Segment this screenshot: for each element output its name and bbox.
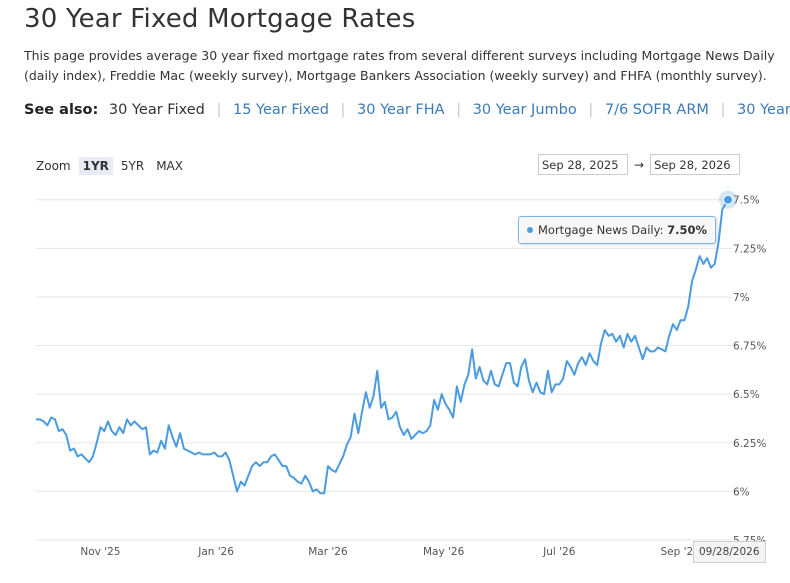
y-axis-labels: 5.75%6%6.25%6.5%6.75%7%7.25%7.5% bbox=[733, 195, 766, 547]
link-30-year-fha[interactable]: 30 Year FHA bbox=[357, 102, 445, 118]
page-description: This page provides average 30 year fixed… bbox=[24, 48, 775, 83]
zoom-5yr-button[interactable]: 5YR bbox=[120, 159, 145, 173]
data-point-last bbox=[723, 194, 733, 205]
x-tick-label: Nov '25 bbox=[80, 546, 120, 558]
y-tick-label: 6% bbox=[733, 486, 750, 498]
separator: | bbox=[588, 102, 594, 118]
range-from-input[interactable] bbox=[538, 154, 628, 175]
zoom-label: Zoom bbox=[36, 159, 71, 173]
separator: | bbox=[456, 102, 462, 118]
link-15-year-fixed[interactable]: 15 Year Fixed bbox=[232, 102, 329, 118]
series-line-mortgage-news-daily bbox=[36, 199, 729, 495]
see-also-label: See also: bbox=[24, 102, 99, 118]
y-tick-label: 6.75% bbox=[733, 341, 766, 353]
range-arrow: → bbox=[634, 157, 645, 172]
grid-lines bbox=[36, 199, 732, 541]
y-tick-label: 7.5% bbox=[733, 195, 760, 207]
crosshair-date-label: 09/28/2026 bbox=[693, 541, 766, 563]
see-also-current: 30 Year Fixed bbox=[108, 102, 205, 118]
separator: | bbox=[216, 102, 222, 118]
x-tick-label: Jan '26 bbox=[197, 546, 234, 558]
link-7-6-sofr-arm[interactable]: 7/6 SOFR ARM bbox=[604, 102, 709, 118]
x-tick-label: Mar '26 bbox=[308, 546, 348, 558]
zoom-max-button[interactable]: MAX bbox=[156, 159, 183, 173]
y-tick-label: 6.25% bbox=[733, 438, 766, 450]
x-tick-label: Sep '2 bbox=[660, 546, 693, 558]
x-tick-label: May '26 bbox=[423, 546, 465, 558]
separator: | bbox=[340, 102, 346, 118]
y-tick-label: 7.25% bbox=[733, 243, 766, 255]
separator: | bbox=[720, 102, 726, 118]
page-title: 30 Year Fixed Mortgage Rates bbox=[24, 4, 416, 34]
series-dot-icon bbox=[527, 227, 533, 233]
chart-tooltip: Mortgage News Daily: 7.50% bbox=[518, 216, 717, 244]
link-30-year-jumbo[interactable]: 30 Year Jumbo bbox=[472, 102, 577, 118]
see-also-nav: See also: 30 Year Fixed | 15 Year Fixed … bbox=[24, 102, 790, 118]
zoom-controls: Zoom 1YR 5YR MAX bbox=[36, 157, 191, 175]
tooltip-series: Mortgage News Daily: bbox=[538, 223, 664, 237]
zoom-1yr-button[interactable]: 1YR bbox=[78, 157, 113, 175]
range-to-input[interactable] bbox=[650, 154, 741, 175]
date-range: → bbox=[538, 154, 741, 175]
hover-marker bbox=[719, 190, 737, 209]
x-tick-label: Jul '26 bbox=[542, 546, 576, 558]
y-tick-label: 6.5% bbox=[733, 389, 760, 401]
link-30-year-va[interactable]: 30 Year VA bbox=[737, 102, 790, 118]
y-tick-label: 7% bbox=[733, 292, 750, 304]
tooltip-value: 7.50% bbox=[667, 223, 708, 237]
x-axis-labels: Nov '25 Jan '26 Mar '26 May '26 Jul '26 Sep '… bbox=[80, 546, 693, 558]
